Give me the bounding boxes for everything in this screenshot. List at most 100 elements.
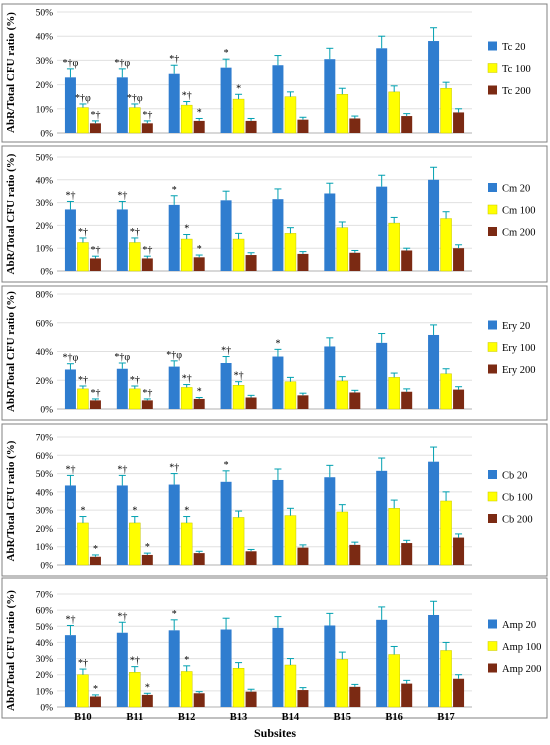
y-tick-label: 20% [36, 525, 54, 535]
bar [64, 77, 76, 133]
significance-mark: * [145, 682, 150, 693]
bar [324, 59, 336, 133]
legend-label: Tc 200 [502, 86, 531, 97]
bar [376, 186, 388, 271]
y-tick-label: 30% [36, 57, 54, 67]
bar [272, 627, 284, 707]
bar [77, 674, 89, 708]
y-axis-label: AbR/Total CFU ratio (%) [5, 12, 17, 133]
y-tick-label: 0% [40, 562, 53, 572]
significance-mark: *† [65, 464, 75, 475]
bar [401, 543, 413, 565]
significance-mark: * [224, 460, 229, 471]
y-tick-label: 20% [36, 377, 54, 387]
y-tick-label: 20% [36, 222, 54, 232]
bar [232, 238, 245, 272]
y-tick-label: 50% [36, 470, 54, 480]
significance-mark: *† [142, 110, 152, 121]
bar [428, 334, 440, 409]
bar [141, 694, 153, 707]
legend-label: Cm 20 [502, 184, 530, 195]
significance-mark: * [184, 506, 189, 517]
x-tick-label: B15 [334, 712, 352, 723]
legend-swatch [487, 641, 498, 651]
bar [116, 368, 128, 409]
y-tick-label: 30% [36, 199, 54, 209]
bar [324, 477, 336, 565]
bar [401, 391, 413, 409]
legend-label: Tc 100 [502, 64, 531, 75]
bar [193, 553, 205, 565]
bar [388, 377, 400, 410]
bar [440, 373, 452, 410]
legend-label: Ery 100 [502, 343, 536, 354]
y-axis-label: AbR/Total CFU ratio (%) [5, 291, 17, 412]
legend-swatch [488, 470, 497, 479]
bar [116, 632, 128, 707]
bar [336, 380, 349, 410]
legend-swatch [487, 342, 498, 352]
bar [349, 392, 361, 409]
significance-mark: * [93, 684, 98, 695]
legend-label: Cm 200 [502, 228, 536, 239]
bar [180, 104, 193, 134]
y-tick-label: 40% [36, 33, 54, 43]
legend-swatch [488, 663, 497, 673]
y-tick-label: 10% [36, 543, 54, 553]
legend-label: Ery 200 [502, 365, 536, 376]
y-tick-label: 10% [36, 245, 54, 255]
significance-mark: * [93, 544, 98, 555]
legend-label: Cb 200 [502, 515, 533, 526]
chart-panel-3: 0% 20% 40% 60% 80% AbR/Total CFU ratio (%) *†φ… [1, 285, 548, 421]
bar [376, 342, 388, 409]
bar [297, 253, 309, 271]
significance-mark: * [197, 107, 202, 118]
bar [388, 508, 400, 566]
significance-mark: *† [169, 463, 179, 474]
legend-swatch [488, 320, 497, 330]
bar [401, 683, 413, 707]
bar [284, 515, 297, 566]
y-tick-label: 10% [36, 687, 54, 697]
bar [376, 619, 388, 707]
bar [168, 73, 180, 133]
y-tick-label: 20% [36, 81, 54, 91]
y-tick-label: 60% [36, 607, 54, 617]
bar [349, 686, 361, 707]
significance-mark: *†φ [114, 352, 130, 363]
legend-swatch [488, 619, 497, 629]
significance-mark: * [224, 48, 229, 59]
bar [245, 397, 257, 409]
y-tick-label: 30% [36, 507, 54, 517]
bar [129, 388, 141, 410]
significance-mark: * [145, 542, 150, 553]
bar [401, 250, 413, 271]
bar [129, 672, 141, 708]
legend-label: Amp 20 [502, 620, 536, 631]
significance-mark: *†φ [166, 350, 182, 361]
legend-swatch [488, 183, 497, 192]
significance-mark: * [172, 609, 177, 620]
y-tick-label: 70% [36, 434, 54, 444]
panel-frame [1, 577, 548, 719]
bar [428, 461, 440, 565]
significance-mark: *† [130, 656, 140, 667]
bar [64, 369, 76, 409]
y-tick-label: 40% [36, 176, 54, 186]
bar [440, 500, 452, 566]
bar [297, 547, 309, 565]
bar [245, 120, 257, 133]
panel-frame [1, 423, 548, 577]
significance-mark: *† [90, 110, 100, 121]
bar [272, 199, 284, 271]
bar [220, 629, 232, 707]
y-tick-label: 40% [36, 348, 54, 358]
bar [336, 227, 349, 272]
bar [428, 41, 440, 133]
y-tick-label: 0% [40, 406, 53, 416]
bar [220, 200, 232, 271]
significance-mark: * [236, 83, 241, 94]
bar [141, 554, 153, 565]
y-tick-label: 0% [40, 268, 53, 278]
